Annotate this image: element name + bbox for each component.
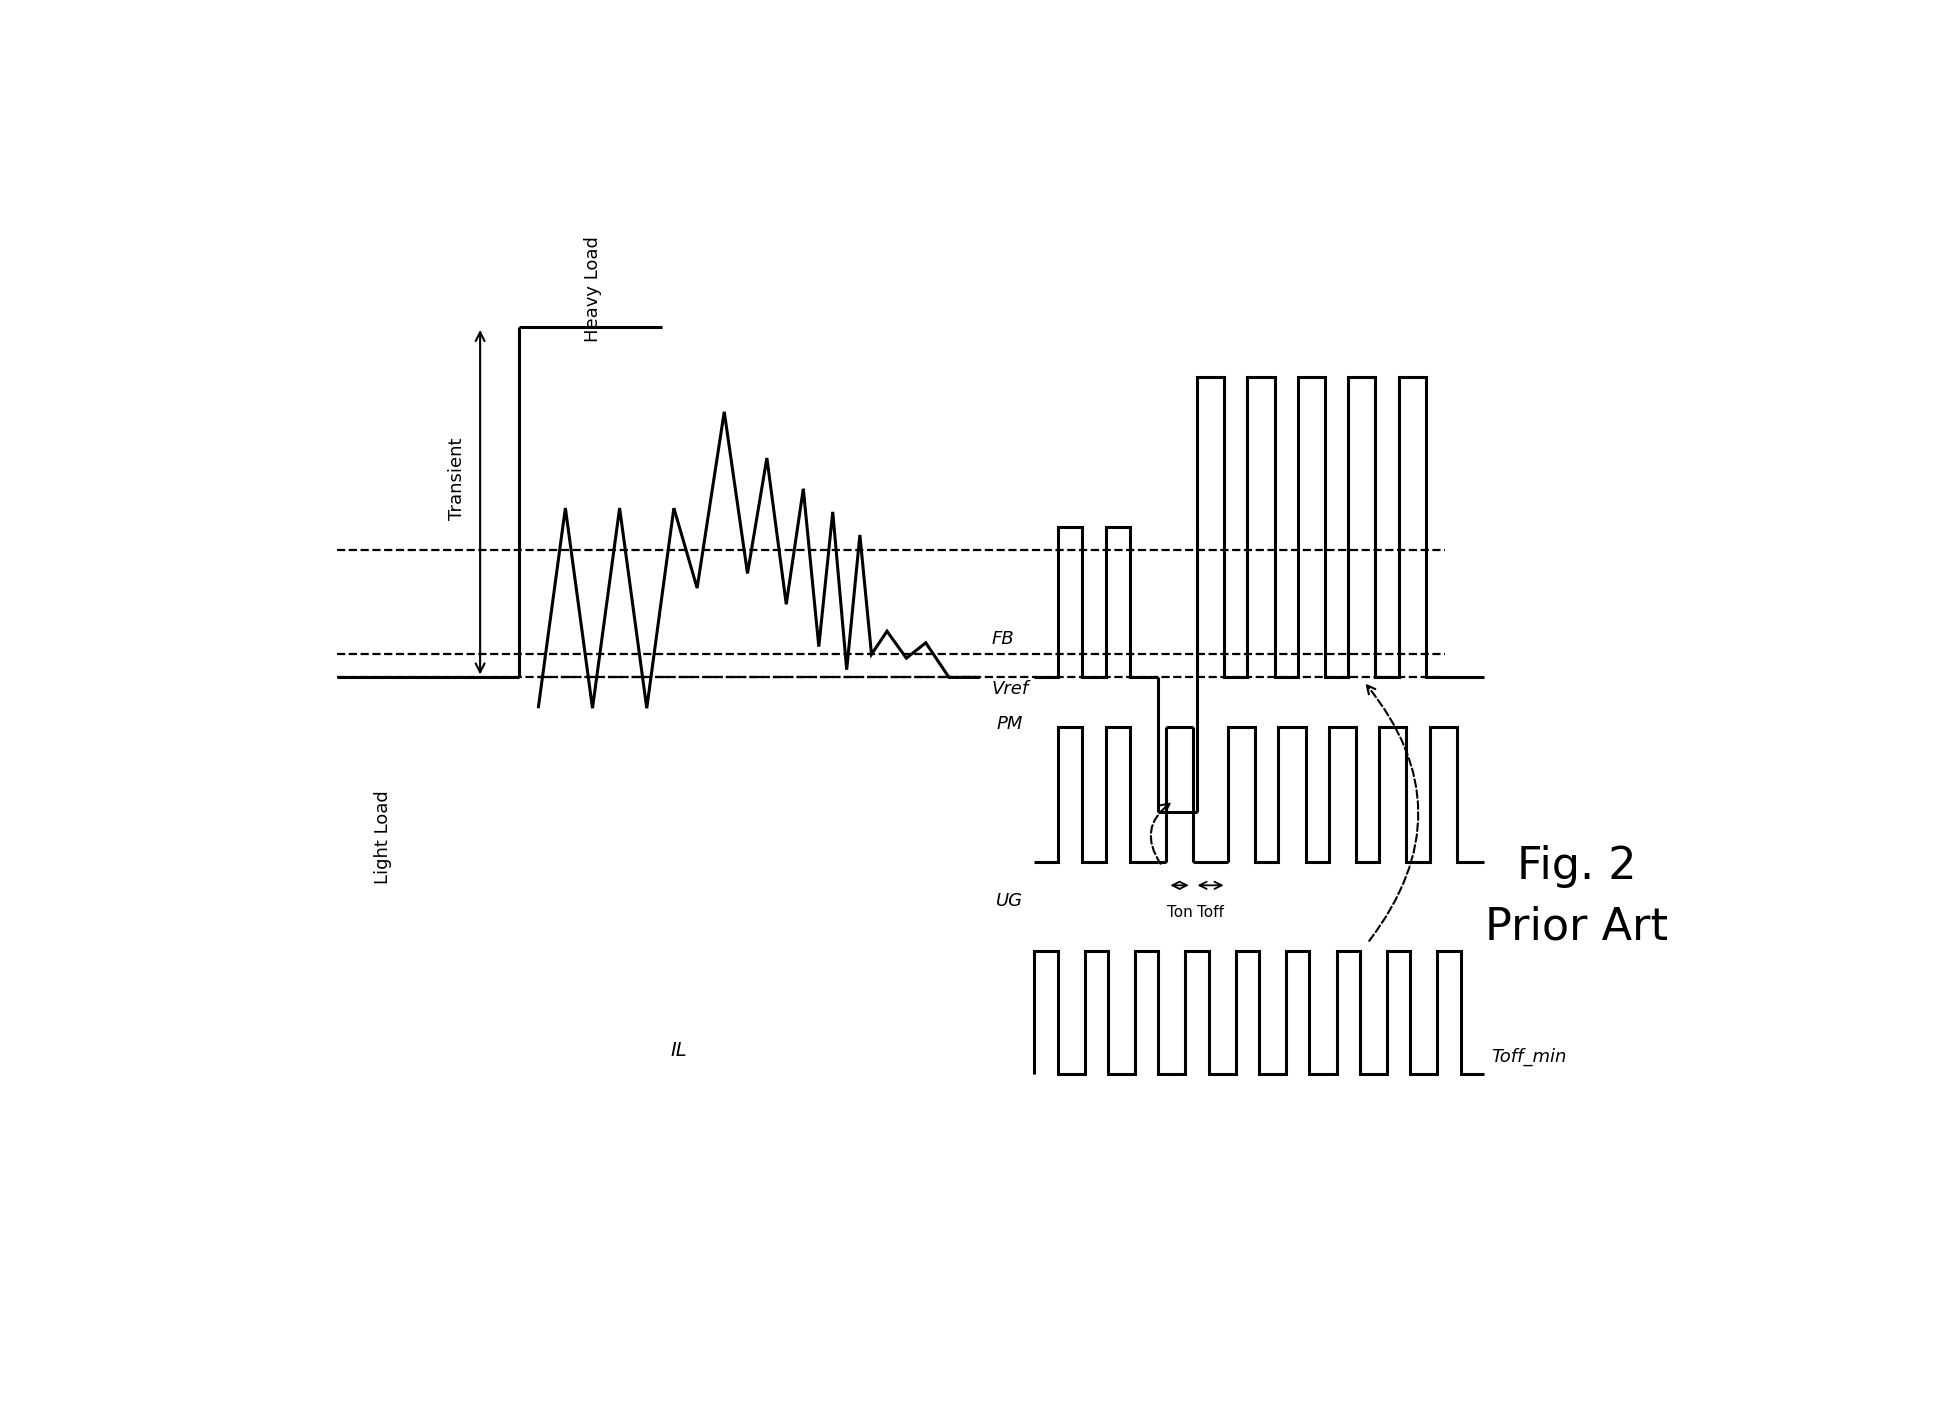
Text: Toff: Toff bbox=[1197, 905, 1225, 919]
Text: FB: FB bbox=[993, 630, 1014, 647]
Text: Heavy Load: Heavy Load bbox=[583, 236, 601, 342]
Text: UG: UG bbox=[996, 892, 1022, 909]
Text: Vref: Vref bbox=[993, 680, 1030, 697]
Text: Fig. 2
Prior Art: Fig. 2 Prior Art bbox=[1486, 845, 1669, 948]
Text: PM: PM bbox=[996, 714, 1022, 733]
Text: Toff_min: Toff_min bbox=[1492, 1047, 1568, 1066]
Text: Light Load: Light Load bbox=[374, 790, 392, 884]
Text: Ton: Ton bbox=[1166, 905, 1193, 919]
Text: IL: IL bbox=[671, 1042, 686, 1060]
Text: Transient: Transient bbox=[448, 438, 466, 521]
